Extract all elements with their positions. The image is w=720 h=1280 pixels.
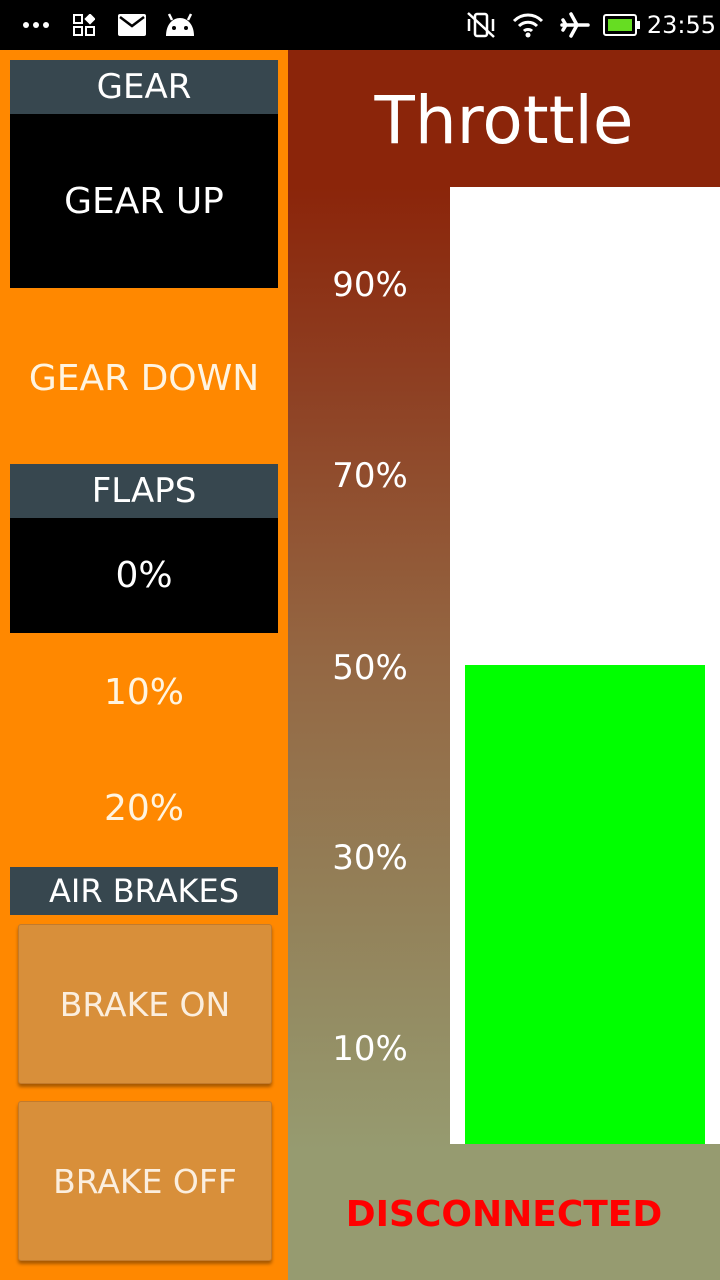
status-clock: 23:55 [646,11,716,39]
air-brakes-header: AIR BRAKES [10,867,278,915]
throttle-tick-90: 90% [332,265,408,305]
flaps-option-20[interactable]: 20% [103,787,184,829]
throttle-gauge[interactable] [450,187,720,1144]
gear-up-option[interactable]: GEAR UP [10,114,278,288]
airplane-mode-icon [558,0,592,50]
controls-panel: GEAR GEAR UP GEAR DOWN FLAPS 0% 10% 20% … [0,50,288,1280]
throttle-panel: Throttle 90% 70% 50% 30% 10% DISCONNECTE… [288,50,720,1280]
more-dots-icon [18,0,54,50]
status-bar: 23:55 [0,0,720,50]
brake-off-button[interactable]: BRAKE OFF [18,1101,272,1261]
throttle-tick-30: 30% [332,838,408,878]
throttle-title: Throttle [374,81,634,159]
throttle-tick-50: 50% [332,648,408,688]
brake-on-button[interactable]: BRAKE ON [18,924,272,1084]
vibrate-off-icon [464,0,498,50]
flaps-option-0[interactable]: 0% [10,518,278,633]
flaps-header: FLAPS [10,464,278,518]
throttle-tick-10: 10% [332,1029,408,1069]
apps-grid-icon [72,0,96,50]
mail-icon [116,0,148,50]
wifi-icon [510,0,546,50]
flaps-option-10[interactable]: 10% [103,671,184,713]
gear-header: GEAR [10,60,278,114]
gear-down-option[interactable]: GEAR DOWN [28,357,260,399]
battery-icon [602,0,642,50]
throttle-tick-70: 70% [332,456,408,496]
android-icon [162,0,198,50]
connection-status: DISCONNECTED [345,1193,663,1235]
throttle-level-bar [465,665,705,1144]
